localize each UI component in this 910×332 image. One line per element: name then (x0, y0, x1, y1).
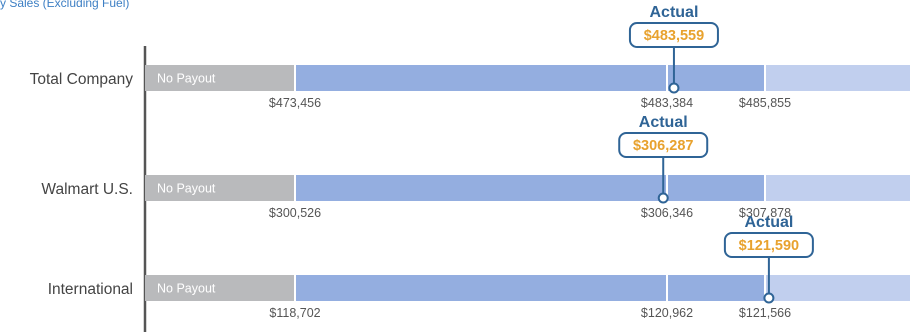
threshold-label: $118,702 (269, 306, 320, 320)
upper-band-segment (765, 65, 910, 91)
target-band-segment (295, 65, 765, 91)
actual-title: Actual (744, 214, 793, 231)
threshold-label: $307,878 (739, 206, 791, 220)
chart-caption: y Sales (Excluding Fuel) (0, 0, 130, 10)
threshold-label: $485,855 (739, 96, 791, 110)
target-band-segment (295, 275, 765, 301)
threshold-label: $120,962 (641, 306, 693, 320)
threshold-label: $121,566 (739, 306, 791, 320)
actual-value-box (618, 132, 709, 158)
no-payout-segment (145, 175, 295, 201)
row-label: Total Company (30, 71, 134, 88)
actual-value-box (723, 232, 814, 258)
upper-band-segment (765, 275, 910, 301)
actual-marker-dot (657, 192, 669, 204)
no-payout-segment (145, 275, 295, 301)
actual-marker-dot (668, 82, 680, 94)
no-payout-label: No Payout (157, 282, 216, 296)
no-payout-label: No Payout (157, 182, 216, 196)
actual-value-label: $121,590 (739, 238, 799, 254)
target-band-segment (295, 175, 765, 201)
no-payout-label: No Payout (157, 72, 216, 86)
upper-band-segment (765, 175, 910, 201)
row-label: Walmart U.S. (41, 181, 133, 198)
threshold-label: $483,384 (641, 96, 693, 110)
actual-title: Actual (639, 114, 688, 131)
no-payout-segment (145, 65, 295, 91)
actual-value-label: $306,287 (633, 138, 693, 154)
row-label: International (48, 281, 133, 298)
threshold-label: $306,346 (641, 206, 693, 220)
actual-marker-dot (763, 292, 775, 304)
actual-title: Actual (649, 4, 698, 21)
actual-value-label: $483,559 (644, 28, 704, 44)
threshold-label: $300,526 (269, 206, 321, 220)
actual-value-box (628, 22, 719, 48)
threshold-label: $473,456 (269, 96, 321, 110)
